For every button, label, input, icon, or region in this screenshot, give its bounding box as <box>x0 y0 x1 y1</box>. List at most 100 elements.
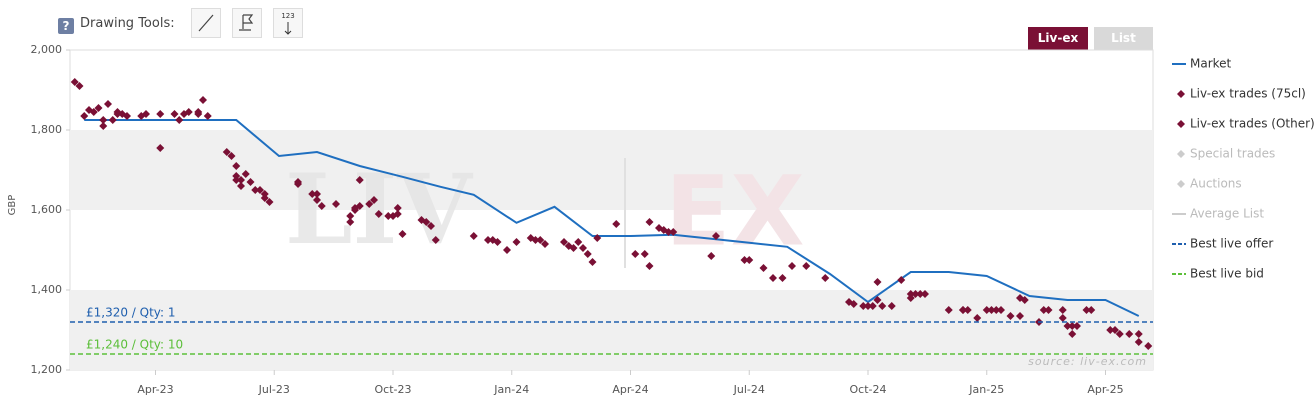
trade-point <box>906 294 915 302</box>
x-tick-label: Apr-24 <box>612 383 648 396</box>
trade-point <box>427 222 435 230</box>
trade-point <box>142 110 150 118</box>
legend-label: Liv-ex trades (Other) <box>1190 117 1315 131</box>
trade-point <box>645 218 654 226</box>
trade-point <box>887 302 896 310</box>
trade-point <box>227 152 236 160</box>
trade-point <box>260 194 269 202</box>
trade-point <box>294 180 302 188</box>
trade-point <box>431 236 440 244</box>
trade-point <box>484 236 492 244</box>
trade-point <box>1006 312 1015 320</box>
trade-point <box>398 230 407 238</box>
trade-point <box>712 232 720 240</box>
x-tick-label: Apr-25 <box>1087 383 1123 396</box>
trade-point <box>1115 330 1124 338</box>
trade-point <box>973 314 982 322</box>
x-tick-label: Oct-24 <box>850 383 887 396</box>
trade-point <box>108 116 117 124</box>
trade-point <box>560 238 568 246</box>
trade-point <box>612 220 621 228</box>
trade-point <box>878 302 887 310</box>
trade-point <box>222 148 231 156</box>
legend-label: Average List <box>1190 207 1264 221</box>
legend-label: Market <box>1190 57 1232 71</box>
trade-point <box>237 176 245 184</box>
trade-point <box>199 96 207 104</box>
trade-point <box>123 112 131 120</box>
trade-point <box>1044 306 1053 314</box>
list-button[interactable]: List <box>1094 27 1153 51</box>
livex-button[interactable]: Liv-ex <box>1028 27 1088 51</box>
legend-label: Best live bid <box>1190 267 1264 281</box>
trade-point <box>664 228 673 236</box>
trade-point <box>897 276 906 284</box>
trade-point <box>778 274 787 282</box>
trade-point <box>313 190 321 198</box>
trade-point <box>707 252 716 260</box>
trade-point <box>1063 322 1072 330</box>
trade-point <box>1134 338 1143 346</box>
x-tick-label: Jan-24 <box>493 383 529 396</box>
trade-point <box>1082 306 1091 314</box>
trade-point <box>864 302 872 310</box>
trade-point <box>156 144 165 152</box>
legend-symbol <box>1177 120 1185 128</box>
trade-point <box>868 302 877 310</box>
label-tool[interactable]: 123 <box>273 8 303 38</box>
trade-point <box>175 116 184 124</box>
drawing-tools-label: Drawing Tools: <box>80 16 175 31</box>
trade-point <box>997 306 1005 314</box>
legend-symbol <box>1177 180 1185 188</box>
flag-tool[interactable] <box>232 8 262 38</box>
trade-point <box>265 198 274 206</box>
legend-label: Auctions <box>1190 177 1242 191</box>
trade-point <box>593 234 602 242</box>
arrow-icon <box>284 22 292 35</box>
y-tick-label: 1,600 <box>31 203 63 216</box>
trade-point <box>1111 326 1119 334</box>
trade-point <box>393 204 402 212</box>
trade-point <box>911 290 920 298</box>
trade-point <box>355 176 364 184</box>
trade-point <box>170 110 179 118</box>
y-tick-label: 1,400 <box>31 283 63 296</box>
trade-point <box>89 108 98 116</box>
trade-point <box>1058 314 1067 322</box>
trade-point <box>99 122 108 130</box>
help-icon[interactable]: ? <box>58 18 74 34</box>
trade-point <box>583 250 592 258</box>
trade-point <box>536 236 545 244</box>
trade-point <box>332 200 340 208</box>
trade-point <box>232 176 241 184</box>
source: source: liv-ex.com <box>1028 355 1147 368</box>
y-axis-label: GBP <box>7 195 18 216</box>
trade-point <box>631 250 640 258</box>
trade-point <box>569 244 578 252</box>
level-label: £1,240 / Qty: 10 <box>86 338 183 352</box>
trade-point <box>992 306 1001 314</box>
trade-point <box>393 210 402 218</box>
line-tool[interactable] <box>191 8 221 38</box>
trade-point <box>308 190 317 198</box>
band <box>70 290 1153 370</box>
band <box>70 130 1153 210</box>
trade-point <box>1068 330 1077 338</box>
trade-point <box>959 306 967 314</box>
watermark: LIV <box>285 153 473 266</box>
trade-point <box>1020 296 1029 304</box>
y-tick-label: 2,000 <box>31 43 63 56</box>
trade-point <box>512 238 521 246</box>
trade-point <box>256 186 264 194</box>
trade-point <box>916 290 925 298</box>
trade-point <box>821 274 830 282</box>
x-tick-label: Jan-25 <box>968 383 1004 396</box>
trade-point <box>104 100 112 108</box>
watermark: EX <box>665 155 805 267</box>
trade-point <box>374 210 383 218</box>
trade-point <box>232 162 241 170</box>
y-tick-label: 1,200 <box>31 363 63 376</box>
trade-point <box>987 306 996 314</box>
